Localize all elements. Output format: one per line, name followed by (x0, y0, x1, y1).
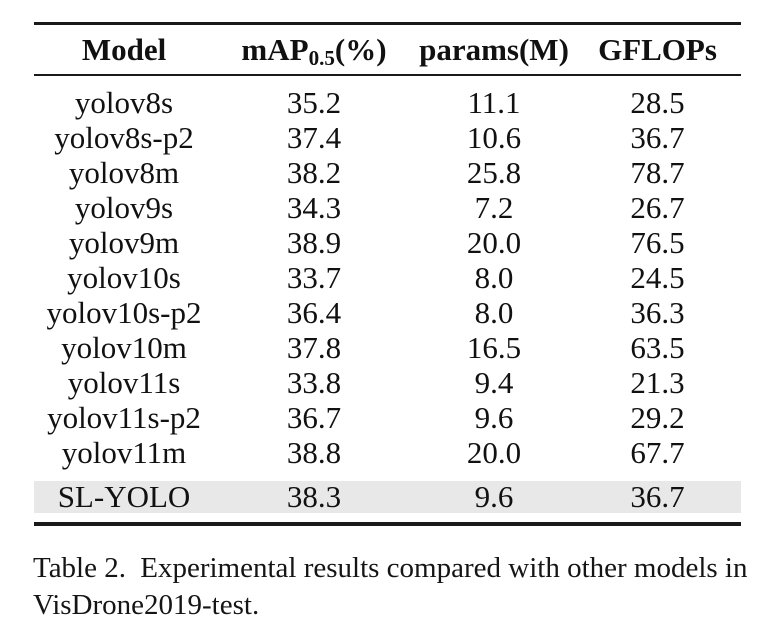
map-cell: 37.8 (286, 330, 342, 365)
header-map-prefix: mAP (241, 31, 309, 67)
caption-line-1: Table 2. Experimental results compared w… (33, 550, 747, 587)
gflops-cell: 26.7 (630, 190, 685, 225)
gflops-cell: 36.3 (630, 295, 685, 330)
params-cell: 20.0 (466, 435, 522, 470)
params-cell: 11.1 (467, 85, 521, 120)
model-cell: yolov8m (68, 155, 180, 190)
params-cell: 8.0 (474, 295, 514, 330)
table-row: yolov8s-p2 37.4 10.6 36.7 (34, 120, 741, 155)
model-cell: yolov9m (68, 225, 180, 260)
caption-line-2: VisDrone2019-test. (33, 589, 260, 621)
table-row: yolov10m 37.8 16.5 63.5 (34, 330, 741, 365)
gflops-cell: 36.7 (630, 120, 685, 155)
gflops-cell: 21.3 (630, 365, 685, 400)
header-map: mAP0.5(%) (214, 31, 414, 71)
params-cell: 9.4 (474, 365, 514, 400)
model-cell: yolov11s (67, 365, 181, 400)
map-cell: 36.7 (286, 400, 342, 435)
map-cell: 36.4 (286, 295, 342, 330)
caption-label: Table 2. (33, 552, 126, 584)
gflops-cell: 28.5 (630, 85, 685, 120)
model-cell: yolov10s (67, 260, 181, 295)
params-cell: 10.6 (466, 120, 522, 155)
table-row: yolov8m 38.2 25.8 78.7 (34, 155, 741, 190)
table-bottom-rule (34, 522, 741, 526)
table-row: yolov11s 33.8 9.4 21.3 (34, 365, 741, 400)
header-gflops: GFLOPs (598, 31, 717, 67)
params-cell: 25.8 (466, 155, 522, 190)
table-row: yolov10s 33.7 8.0 24.5 (34, 260, 741, 295)
table-row: yolov11m 38.8 20.0 67.7 (34, 435, 741, 470)
gflops-cell: 76.5 (630, 225, 685, 260)
params-cell: 20.0 (466, 225, 522, 260)
map-cell: 38.8 (286, 435, 342, 470)
model-cell: SL-YOLO (57, 479, 191, 514)
header-map-suffix: (%) (334, 31, 387, 67)
table-row: yolov8s 35.2 11.1 28.5 (34, 85, 741, 120)
table-row: yolov11s-p2 36.7 9.6 29.2 (34, 400, 741, 435)
gflops-cell: 24.5 (630, 260, 685, 295)
table-caption: Table 2. Experimental results compared w… (33, 550, 747, 624)
table-row: yolov10s-p2 36.4 8.0 36.3 (34, 295, 741, 330)
model-cell: yolov10m (61, 330, 187, 365)
map-cell: 38.3 (286, 479, 342, 514)
map-cell: 38.9 (286, 225, 342, 260)
table-header-rule (34, 74, 741, 76)
results-table: Model mAP0.5(%) params(M) GFLOPs yolov8s… (34, 22, 741, 526)
map-cell: 33.8 (286, 365, 342, 400)
caption-text-line1: Experimental results compared with other… (140, 552, 748, 584)
params-cell: 8.0 (474, 260, 514, 295)
params-cell: 9.6 (474, 400, 514, 435)
params-cell: 9.6 (474, 479, 514, 514)
table-header-row: Model mAP0.5(%) params(M) GFLOPs (34, 25, 741, 74)
model-cell: yolov8s-p2 (54, 120, 194, 155)
gflops-cell: 78.7 (630, 155, 685, 190)
map-cell: 34.3 (286, 190, 342, 225)
table-row: yolov9m 38.9 20.0 76.5 (34, 225, 741, 260)
header-params: params(M) (419, 31, 569, 67)
map-cell: 37.4 (286, 120, 342, 155)
map-cell: 38.2 (286, 155, 342, 190)
header-model: Model (81, 31, 167, 67)
params-cell: 7.2 (474, 190, 514, 225)
params-cell: 16.5 (466, 330, 522, 365)
model-cell: yolov8s (74, 85, 174, 120)
table-body: yolov8s 35.2 11.1 28.5 yolov8s-p2 37.4 1… (34, 76, 741, 522)
gflops-cell: 67.7 (630, 435, 685, 470)
gflops-cell: 63.5 (630, 330, 685, 365)
table-row: yolov9s 34.3 7.2 26.7 (34, 190, 741, 225)
table-row-highlighted-sl-yolo: SL-YOLO 38.3 9.6 36.7 (34, 481, 741, 513)
model-cell: yolov10s-p2 (46, 295, 202, 330)
model-cell: yolov11s-p2 (47, 400, 201, 435)
table-top-rule (34, 22, 741, 25)
map-cell: 33.7 (286, 260, 342, 295)
model-cell: yolov9s (74, 190, 174, 225)
header-map-subscript: 0.5 (308, 46, 335, 71)
table-bottom-gap (34, 513, 741, 522)
gflops-cell: 29.2 (630, 400, 685, 435)
map-cell: 35.2 (286, 85, 342, 120)
model-cell: yolov11m (61, 435, 187, 470)
gflops-cell: 36.7 (630, 479, 685, 514)
